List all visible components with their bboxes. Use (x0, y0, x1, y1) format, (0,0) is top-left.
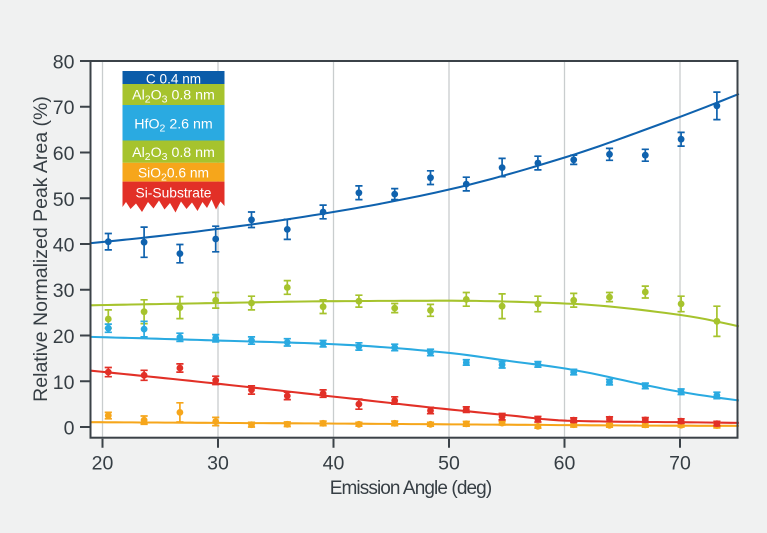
svg-text:HfO2 2.6 nm: HfO2 2.6 nm (134, 117, 212, 135)
svg-text:20: 20 (92, 453, 114, 475)
svg-text:50: 50 (438, 453, 460, 475)
svg-text:C 0.4 nm: C 0.4 nm (146, 71, 201, 86)
svg-text:40: 40 (53, 235, 75, 257)
svg-text:60: 60 (53, 143, 75, 165)
svg-text:30: 30 (207, 453, 229, 475)
svg-text:70: 70 (669, 453, 691, 475)
svg-text:0: 0 (64, 418, 75, 440)
svg-text:80: 80 (53, 52, 75, 74)
svg-text:50: 50 (53, 189, 75, 211)
svg-text:40: 40 (323, 453, 345, 475)
svg-text:70: 70 (53, 97, 75, 119)
svg-text:10: 10 (53, 372, 75, 394)
svg-text:Al2O3 0.8 nm: Al2O3 0.8 nm (132, 145, 215, 163)
svg-text:Si-Substrate: Si-Substrate (136, 186, 212, 201)
svg-text:Emission Angle (deg): Emission Angle (deg) (330, 478, 492, 499)
svg-text:60: 60 (554, 453, 576, 475)
svg-text:Relative Normalized Peak Area: Relative Normalized Peak Area (%) (30, 96, 52, 402)
svg-text:SiO20.6 nm: SiO20.6 nm (138, 165, 209, 183)
svg-text:Al2O3 0.8 nm: Al2O3 0.8 nm (132, 88, 215, 106)
svg-text:20: 20 (53, 326, 75, 348)
svg-text:30: 30 (53, 280, 75, 302)
